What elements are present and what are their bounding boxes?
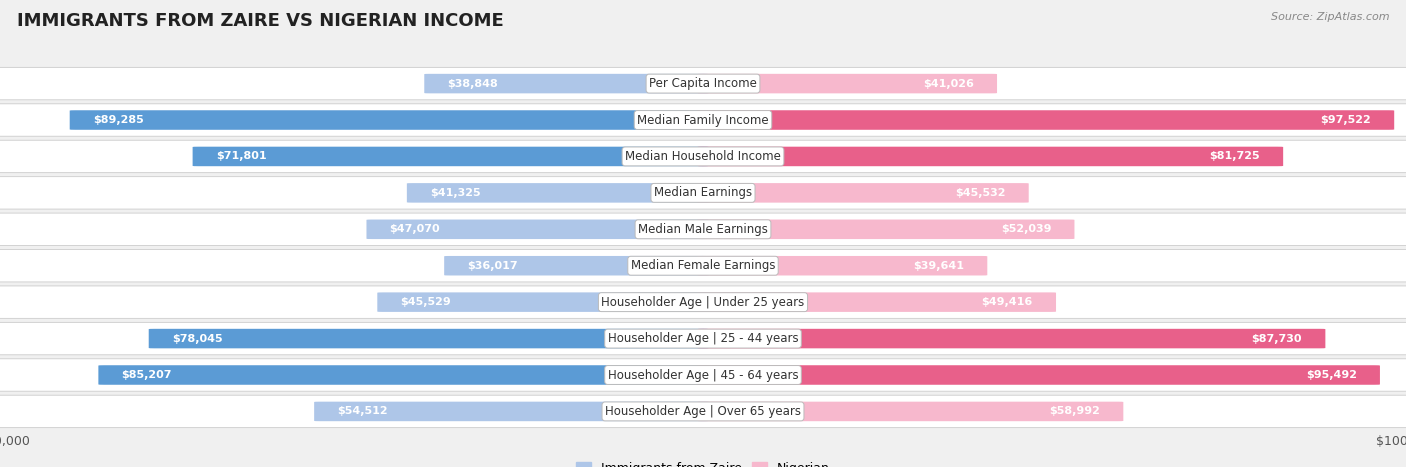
FancyBboxPatch shape bbox=[697, 183, 1029, 203]
FancyBboxPatch shape bbox=[406, 183, 709, 203]
Text: $87,730: $87,730 bbox=[1251, 333, 1302, 344]
FancyBboxPatch shape bbox=[0, 322, 1406, 355]
Text: Median Female Earnings: Median Female Earnings bbox=[631, 259, 775, 272]
Legend: Immigrants from Zaire, Nigerian: Immigrants from Zaire, Nigerian bbox=[571, 457, 835, 467]
FancyBboxPatch shape bbox=[98, 365, 709, 385]
FancyBboxPatch shape bbox=[193, 147, 709, 166]
Text: $36,017: $36,017 bbox=[467, 261, 517, 271]
FancyBboxPatch shape bbox=[0, 67, 1406, 100]
FancyBboxPatch shape bbox=[444, 256, 709, 276]
Text: $45,529: $45,529 bbox=[401, 297, 451, 307]
Text: Median Male Earnings: Median Male Earnings bbox=[638, 223, 768, 236]
FancyBboxPatch shape bbox=[697, 74, 997, 93]
Text: Median Family Income: Median Family Income bbox=[637, 113, 769, 127]
FancyBboxPatch shape bbox=[0, 286, 1406, 318]
Text: Median Earnings: Median Earnings bbox=[654, 186, 752, 199]
Text: $41,026: $41,026 bbox=[922, 78, 974, 89]
Text: $81,725: $81,725 bbox=[1209, 151, 1260, 162]
Text: $71,801: $71,801 bbox=[215, 151, 267, 162]
Text: $47,070: $47,070 bbox=[389, 224, 440, 234]
FancyBboxPatch shape bbox=[425, 74, 709, 93]
Text: $78,045: $78,045 bbox=[172, 333, 222, 344]
Text: $41,325: $41,325 bbox=[430, 188, 481, 198]
Text: $85,207: $85,207 bbox=[121, 370, 172, 380]
FancyBboxPatch shape bbox=[697, 402, 1123, 421]
Text: Source: ZipAtlas.com: Source: ZipAtlas.com bbox=[1271, 12, 1389, 21]
FancyBboxPatch shape bbox=[149, 329, 709, 348]
Text: $97,522: $97,522 bbox=[1320, 115, 1371, 125]
FancyBboxPatch shape bbox=[377, 292, 709, 312]
Text: $49,416: $49,416 bbox=[981, 297, 1033, 307]
FancyBboxPatch shape bbox=[697, 110, 1395, 130]
FancyBboxPatch shape bbox=[0, 140, 1406, 173]
FancyBboxPatch shape bbox=[314, 402, 709, 421]
Text: Householder Age | 25 - 44 years: Householder Age | 25 - 44 years bbox=[607, 332, 799, 345]
Text: IMMIGRANTS FROM ZAIRE VS NIGERIAN INCOME: IMMIGRANTS FROM ZAIRE VS NIGERIAN INCOME bbox=[17, 12, 503, 30]
Text: $89,285: $89,285 bbox=[93, 115, 143, 125]
Text: $58,992: $58,992 bbox=[1049, 406, 1099, 417]
Text: Householder Age | Under 25 years: Householder Age | Under 25 years bbox=[602, 296, 804, 309]
FancyBboxPatch shape bbox=[697, 147, 1284, 166]
FancyBboxPatch shape bbox=[0, 213, 1406, 246]
FancyBboxPatch shape bbox=[367, 219, 709, 239]
Text: Per Capita Income: Per Capita Income bbox=[650, 77, 756, 90]
Text: $95,492: $95,492 bbox=[1306, 370, 1357, 380]
FancyBboxPatch shape bbox=[697, 219, 1074, 239]
Text: Householder Age | Over 65 years: Householder Age | Over 65 years bbox=[605, 405, 801, 418]
FancyBboxPatch shape bbox=[697, 365, 1379, 385]
Text: $38,848: $38,848 bbox=[447, 78, 498, 89]
FancyBboxPatch shape bbox=[697, 256, 987, 276]
Text: $39,641: $39,641 bbox=[912, 261, 965, 271]
FancyBboxPatch shape bbox=[697, 329, 1326, 348]
Text: $45,532: $45,532 bbox=[955, 188, 1005, 198]
FancyBboxPatch shape bbox=[0, 177, 1406, 209]
Text: Householder Age | 45 - 64 years: Householder Age | 45 - 64 years bbox=[607, 368, 799, 382]
FancyBboxPatch shape bbox=[70, 110, 709, 130]
FancyBboxPatch shape bbox=[697, 292, 1056, 312]
Text: $54,512: $54,512 bbox=[337, 406, 388, 417]
Text: $52,039: $52,039 bbox=[1001, 224, 1052, 234]
FancyBboxPatch shape bbox=[0, 249, 1406, 282]
FancyBboxPatch shape bbox=[0, 104, 1406, 136]
FancyBboxPatch shape bbox=[0, 395, 1406, 428]
Text: Median Household Income: Median Household Income bbox=[626, 150, 780, 163]
FancyBboxPatch shape bbox=[0, 359, 1406, 391]
